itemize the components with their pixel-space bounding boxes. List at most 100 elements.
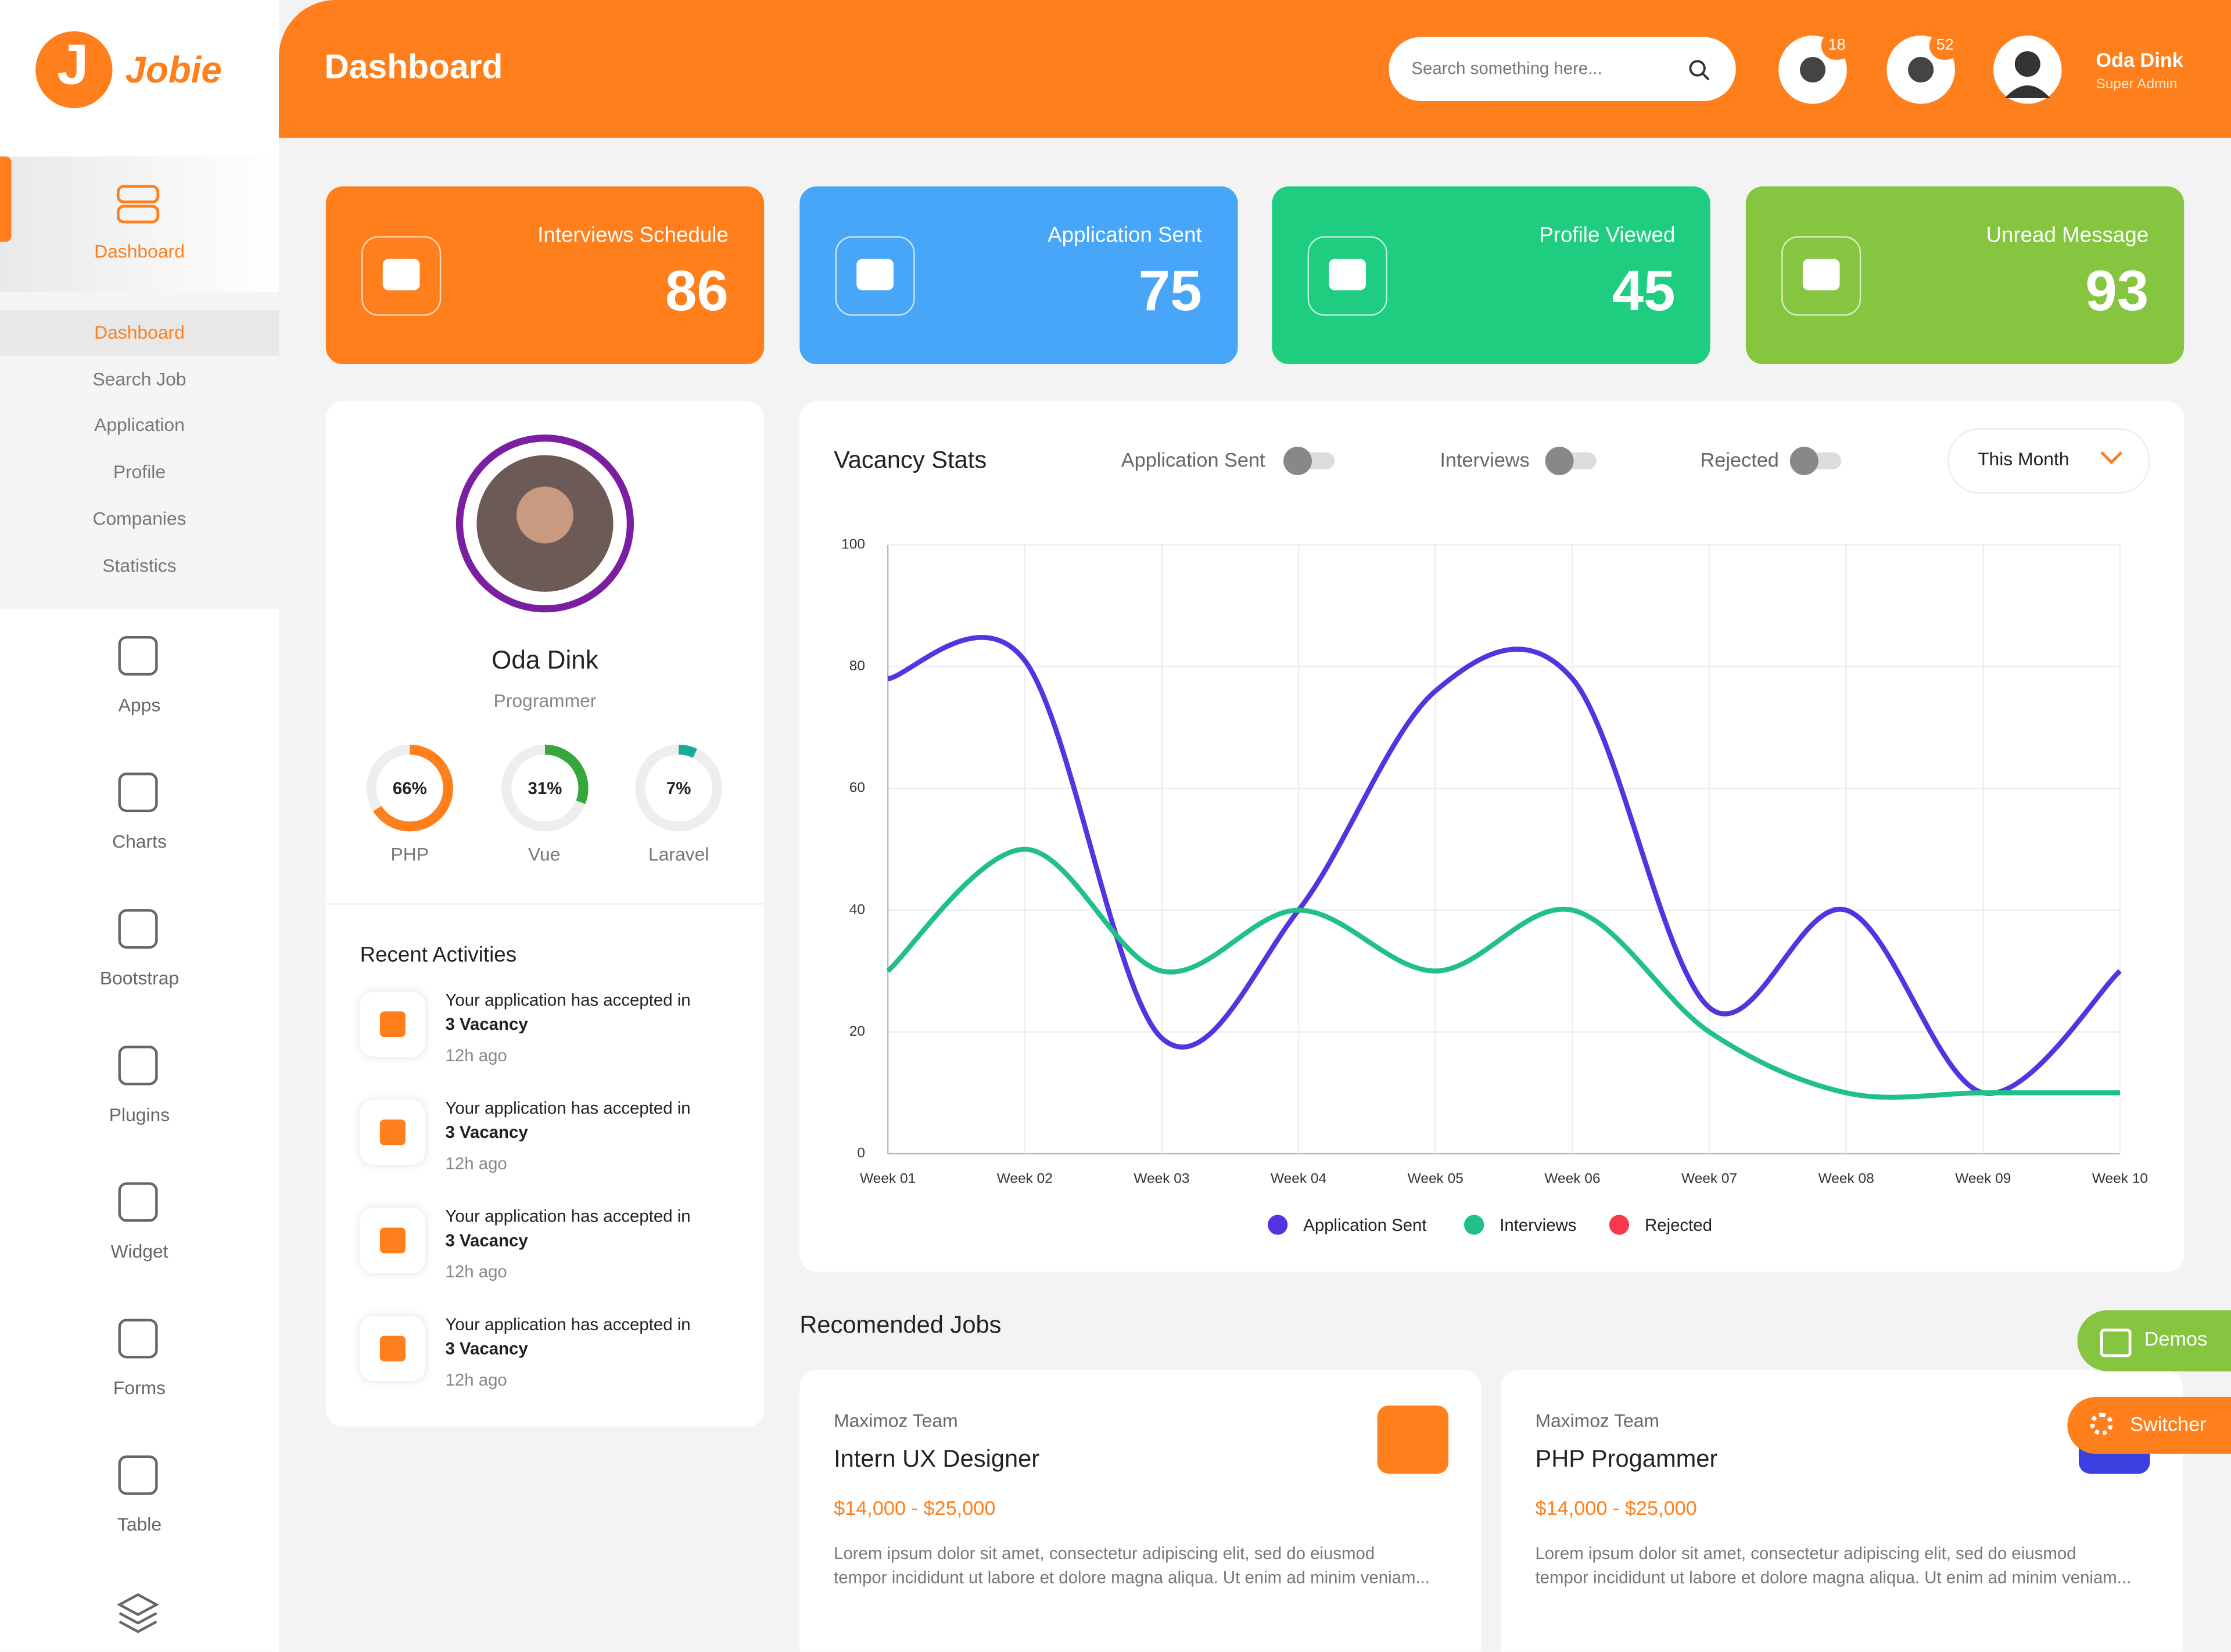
toggle-knob [1283, 446, 1312, 475]
stat-icon-box [361, 236, 442, 316]
menu-icon [118, 635, 158, 676]
job-company: Maximoz Team [834, 1409, 958, 1431]
submenu-item[interactable]: Profile [113, 461, 166, 483]
y-tick-label: 60 [849, 780, 865, 796]
icon [118, 1455, 158, 1495]
icon [118, 909, 158, 949]
legend-label: Rejected [1645, 1216, 1712, 1235]
submenu-item[interactable]: Search Job [92, 368, 186, 390]
menu-item[interactable]: Apps [118, 694, 161, 716]
job-salary: $14,000 - $25,000 [1535, 1496, 1697, 1520]
submenu-item[interactable]: Companies [92, 507, 186, 529]
profile-name: Oda Dink [492, 645, 598, 674]
skill-donut: 31% [501, 745, 588, 832]
stat-icon [1803, 258, 1840, 290]
toggle-label: Interviews [1440, 448, 1530, 471]
stat-label: Interviews Schedule [537, 223, 729, 248]
activity-icon [379, 1335, 406, 1362]
jobs-title: Recomended Jobs [799, 1311, 1002, 1339]
legend-label: Application Sent [1303, 1216, 1426, 1235]
user-role: Super Admin [2096, 77, 2178, 93]
stat-icon-box [1781, 236, 1861, 316]
menu-item[interactable]: Widget [110, 1240, 168, 1262]
donut-label: 31% [527, 779, 561, 798]
x-tick-label: Week 04 [1271, 1171, 1326, 1187]
job-title: PHP Progammer [1535, 1445, 1718, 1473]
chart-title: Vacancy Stats [834, 446, 987, 474]
icon [117, 1593, 160, 1633]
activity-highlight: 3 Vacancy [445, 1338, 528, 1359]
skill-name: Vue [528, 843, 561, 865]
legend-label: Interviews [1500, 1216, 1576, 1235]
donut-arc [366, 745, 454, 832]
user-avatar [1993, 35, 2062, 104]
legend-dot [1464, 1215, 1484, 1235]
icon [116, 204, 160, 224]
period-select[interactable] [1947, 428, 2150, 494]
stat-label: Application Sent [1048, 223, 1202, 248]
x-tick-label: Week 10 [2092, 1171, 2148, 1187]
activity-text: Your application has accepted in [445, 1206, 691, 1227]
avatar-face [516, 486, 573, 544]
stat-icon [856, 258, 894, 290]
y-tick-label: 20 [849, 1023, 865, 1039]
profile-avatar [455, 434, 634, 613]
y-tick-label: 80 [849, 658, 865, 674]
activity-highlight: 3 Vacancy [445, 1014, 528, 1035]
search-box[interactable] [1389, 37, 1736, 101]
badge: 18 [1821, 31, 1853, 60]
icon [118, 635, 158, 676]
donut-label: 7% [666, 779, 691, 798]
icon [118, 1319, 158, 1359]
donut-label: 66% [393, 779, 427, 798]
search-placeholder: Search something here... [1411, 58, 1602, 78]
x-tick-label: Week 05 [1408, 1171, 1464, 1187]
activity-highlight: 3 Vacancy [445, 1122, 528, 1143]
menu-icon [118, 1319, 158, 1359]
avatar-head [2014, 51, 2040, 77]
skill-name: Laravel [648, 843, 709, 865]
page-title: Dashboard [324, 48, 503, 87]
demos-label: Demos [2144, 1327, 2208, 1351]
y-tick-label: 100 [841, 536, 865, 552]
skill-donut: 66% [366, 745, 454, 832]
toggle-label: Rejected [1700, 448, 1779, 471]
submenu-item[interactable]: Application [94, 414, 185, 436]
submenu-item[interactable]: Statistics [102, 554, 177, 576]
stat-value: 45 [1612, 260, 1676, 323]
demos-icon [2100, 1328, 2132, 1357]
job-title: Intern UX Designer [834, 1445, 1040, 1473]
job-logo [1377, 1405, 1449, 1474]
active-bar [0, 156, 12, 242]
menu-item[interactable]: Charts [112, 831, 167, 852]
menu-item[interactable]: Plugins [109, 1104, 170, 1126]
menu-item[interactable]: Bootstrap [99, 967, 180, 989]
job-company: Maximoz Team [1535, 1409, 1659, 1431]
avatar-ring [455, 434, 634, 613]
stat-icon-box [834, 236, 914, 316]
active-block [0, 156, 279, 292]
menu-item[interactable]: Forms [113, 1377, 166, 1399]
activity-icon [379, 1119, 406, 1145]
activities-title: Recent Activities [360, 943, 517, 968]
activity-icon [379, 1011, 406, 1037]
menu-item[interactable]: Table [117, 1513, 162, 1535]
x-tick-label: Week 08 [1818, 1171, 1874, 1187]
job-description: Lorem ipsum dolor sit amet, consectetur … [1535, 1543, 2132, 1588]
icon [118, 1046, 158, 1086]
icon [118, 773, 158, 813]
stat-icon [382, 258, 420, 290]
toggle-knob [1545, 446, 1574, 475]
icon [118, 1182, 158, 1222]
submenu-item[interactable]: Dashboard [94, 321, 185, 343]
menu-icon [118, 1455, 158, 1495]
activity-time: 12h ago [445, 1154, 507, 1174]
menu-icon [118, 1182, 158, 1222]
x-tick-label: Week 09 [1955, 1171, 2011, 1187]
icon [116, 185, 160, 204]
switcher-icon [2090, 1412, 2113, 1436]
toggle-label: Application Sent [1121, 448, 1265, 471]
user-name: Oda Dink [2096, 48, 2183, 71]
stat-label: Profile Viewed [1539, 223, 1676, 248]
